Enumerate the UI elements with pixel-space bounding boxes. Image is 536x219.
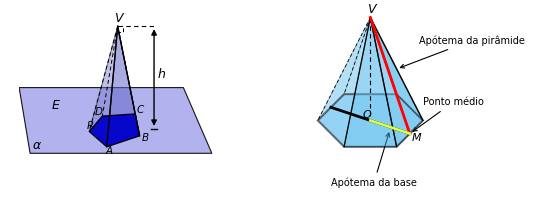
Text: O: O xyxy=(363,110,371,120)
Polygon shape xyxy=(344,18,397,147)
Text: V: V xyxy=(367,3,376,16)
Polygon shape xyxy=(344,18,397,94)
Polygon shape xyxy=(19,88,212,153)
Text: Ponto médio: Ponto médio xyxy=(413,97,484,131)
Polygon shape xyxy=(318,18,370,147)
Polygon shape xyxy=(118,26,139,136)
Text: B: B xyxy=(142,133,148,143)
Polygon shape xyxy=(89,26,118,147)
Text: C: C xyxy=(137,105,144,115)
Text: Apótema da base: Apótema da base xyxy=(331,133,417,188)
Polygon shape xyxy=(89,114,139,147)
Polygon shape xyxy=(107,26,139,147)
Text: V: V xyxy=(114,12,123,25)
Text: M: M xyxy=(412,133,422,143)
Text: α: α xyxy=(32,139,41,152)
Polygon shape xyxy=(318,94,423,147)
Text: D: D xyxy=(95,107,103,117)
Text: A: A xyxy=(106,146,113,156)
Polygon shape xyxy=(318,18,370,120)
Polygon shape xyxy=(370,18,423,147)
Text: R: R xyxy=(87,121,94,131)
Text: Apótema da pirâmide: Apótema da pirâmide xyxy=(400,35,524,68)
Polygon shape xyxy=(370,18,423,120)
Text: h: h xyxy=(158,67,165,81)
Text: E: E xyxy=(52,99,60,113)
